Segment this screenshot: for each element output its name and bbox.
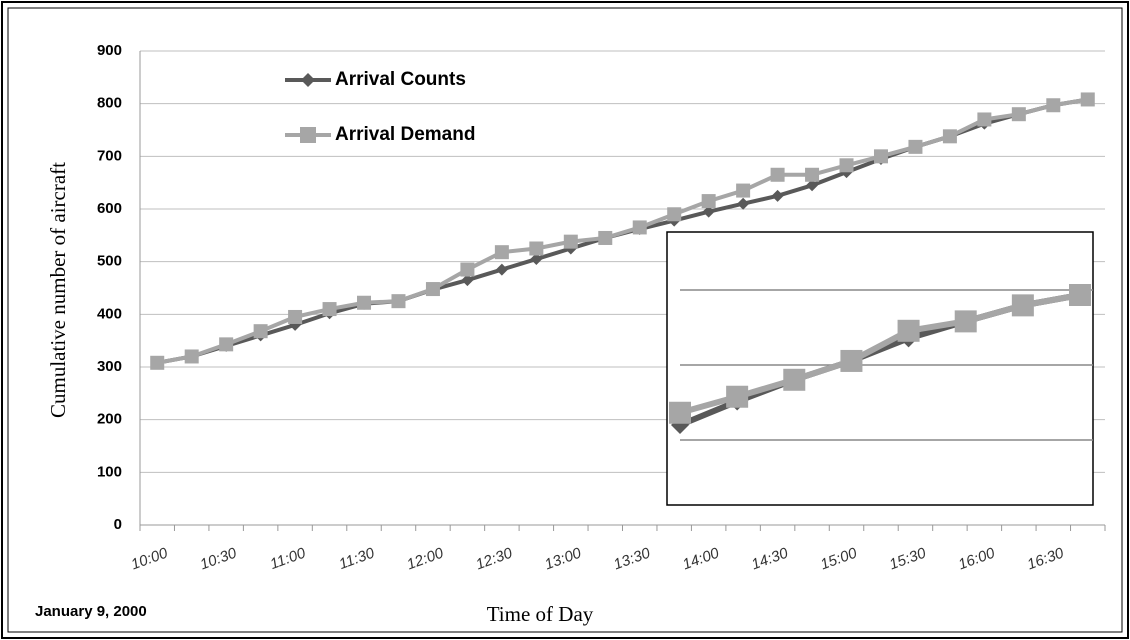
x-tick-label: 16:30 bbox=[1025, 544, 1067, 573]
point bbox=[954, 310, 977, 333]
point bbox=[288, 309, 303, 324]
y-tick-label: 0 bbox=[114, 516, 122, 533]
series-line bbox=[156, 97, 1089, 365]
point bbox=[300, 127, 316, 143]
point bbox=[1069, 284, 1091, 306]
point bbox=[726, 385, 749, 408]
inset bbox=[666, 231, 1094, 506]
point bbox=[908, 139, 923, 154]
point bbox=[563, 234, 578, 249]
y-axis-title: Cumulative number of aircraft bbox=[46, 162, 70, 418]
x-tick-label: 11:00 bbox=[268, 544, 309, 573]
point bbox=[253, 324, 268, 339]
x-tick-label: 12:00 bbox=[405, 544, 447, 573]
point bbox=[461, 274, 474, 287]
y-tick-label: 200 bbox=[97, 411, 122, 428]
point bbox=[1080, 92, 1095, 107]
point bbox=[1011, 294, 1034, 317]
point bbox=[150, 355, 165, 370]
x-tick-label: 14:00 bbox=[680, 544, 722, 573]
point bbox=[702, 205, 715, 218]
x-tick-label: 10:00 bbox=[129, 544, 171, 573]
point bbox=[322, 302, 337, 317]
point bbox=[806, 179, 819, 192]
point bbox=[219, 337, 234, 352]
point bbox=[840, 349, 863, 372]
y-tick-label: 500 bbox=[97, 253, 122, 270]
point bbox=[942, 129, 957, 144]
point bbox=[667, 207, 682, 222]
point bbox=[1011, 107, 1026, 122]
x-tick-label: 16:00 bbox=[956, 544, 998, 573]
point bbox=[701, 194, 716, 209]
point bbox=[873, 149, 888, 164]
point bbox=[632, 220, 647, 235]
y-tick-label: 300 bbox=[97, 358, 122, 375]
point bbox=[460, 262, 475, 277]
point bbox=[669, 401, 691, 424]
inset-frame bbox=[666, 231, 1094, 506]
point bbox=[897, 319, 920, 342]
inner-frame bbox=[7, 7, 1123, 633]
legend-label: Arrival Demand bbox=[335, 124, 475, 145]
x-tick-label: 13:30 bbox=[611, 544, 653, 573]
point bbox=[1046, 98, 1061, 113]
point bbox=[529, 241, 544, 256]
point bbox=[839, 158, 854, 173]
point bbox=[783, 368, 806, 391]
point bbox=[494, 245, 509, 260]
x-tick-label: 15:00 bbox=[818, 544, 860, 573]
point bbox=[736, 183, 751, 198]
y-tick-label: 700 bbox=[97, 147, 122, 164]
x-tick-label: 15:30 bbox=[887, 544, 929, 573]
x-axis-title: Time of Day bbox=[487, 602, 594, 626]
point bbox=[301, 73, 315, 87]
legend-label: Arrival Counts bbox=[335, 69, 466, 90]
point bbox=[184, 349, 199, 364]
y-tick-label: 800 bbox=[97, 95, 122, 112]
point bbox=[425, 282, 440, 297]
point bbox=[771, 189, 784, 202]
annotation: January 9, 2000 bbox=[35, 603, 147, 620]
point bbox=[530, 253, 543, 266]
point bbox=[391, 294, 406, 309]
x-tick-label: 13:00 bbox=[542, 544, 584, 573]
point bbox=[598, 230, 613, 245]
y-tick-label: 100 bbox=[97, 463, 122, 480]
x-tick-label: 12:30 bbox=[474, 544, 516, 573]
x-tick-label: 10:30 bbox=[198, 544, 240, 573]
point bbox=[737, 197, 750, 210]
point bbox=[495, 263, 508, 276]
x-tick-label: 11:30 bbox=[337, 544, 378, 573]
x-tick-label: 14:30 bbox=[749, 544, 791, 573]
point bbox=[805, 167, 820, 182]
y-tick-label: 400 bbox=[97, 305, 122, 322]
point bbox=[977, 112, 992, 127]
point bbox=[770, 167, 785, 182]
point bbox=[357, 295, 372, 310]
y-tick-label: 900 bbox=[97, 42, 122, 59]
y-tick-label: 600 bbox=[97, 200, 122, 217]
